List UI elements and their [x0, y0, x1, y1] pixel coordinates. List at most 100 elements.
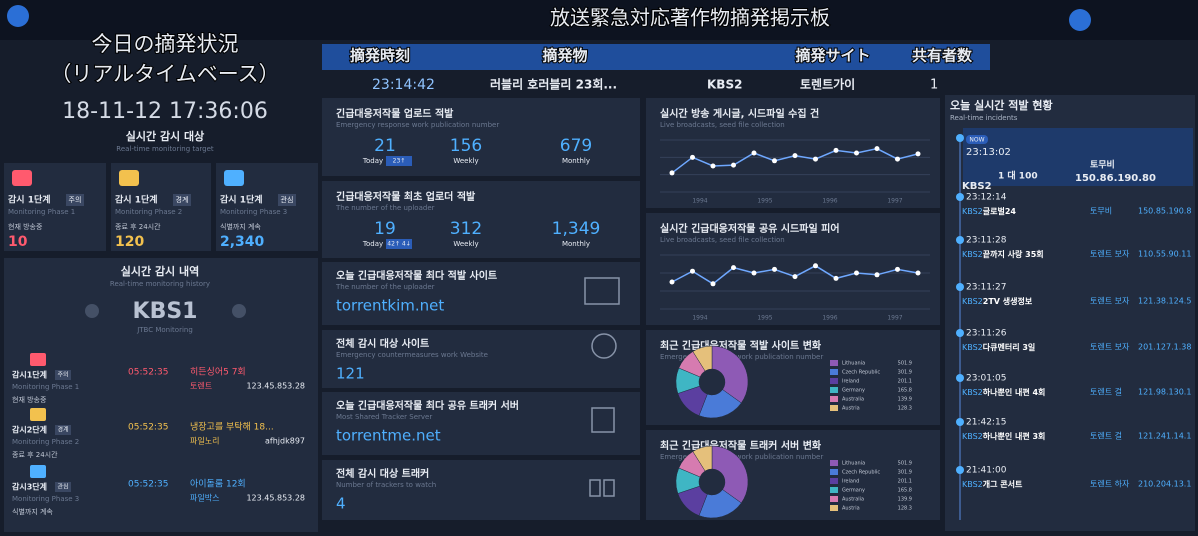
legend-label: Germany: [842, 488, 865, 494]
point: [772, 158, 777, 164]
incident-title: KBS2끝까지 사랑 35회: [962, 249, 1044, 259]
ticker-column: 摘発時刻: [350, 46, 410, 64]
prev-button[interactable]: [85, 304, 99, 318]
title: 개그 콘서트: [983, 479, 1023, 489]
chart-subtitle: Emergency response work publication numb…: [660, 353, 823, 361]
stat-value: 1,349: [552, 219, 601, 239]
point: [669, 170, 675, 176]
chart-title: 최근 긴급대응저작물 적발 사이트 변화: [660, 339, 822, 352]
stat-value: 21: [374, 136, 396, 156]
label: 23:12:14: [966, 193, 1007, 203]
legend-label: Germany: [842, 388, 865, 394]
legend-value: 165.8: [898, 488, 912, 494]
label: 파일박스: [190, 493, 219, 503]
ticker-column: 摘発サイト: [795, 46, 870, 64]
label: Emergency response work publication numb…: [336, 121, 499, 129]
badge: 주의: [69, 195, 82, 204]
timeline-dot: [956, 283, 964, 291]
legend-value: 139.9: [898, 397, 912, 403]
legend-label: Czech Republic: [842, 370, 880, 376]
ticker-time: 23:14:42: [372, 77, 435, 93]
legend-value: 139.9: [898, 497, 912, 503]
incident-title: KBS2글로벌24: [962, 206, 1016, 216]
label: 23:11:27: [966, 283, 1006, 293]
alert-icon: [30, 465, 46, 478]
overlay-subtitle: （リアルタイムベース）: [50, 62, 279, 86]
label: 210.204.13.1: [1138, 480, 1191, 489]
title: 하나뿐인 내편 3회: [983, 431, 1046, 441]
label: 토렌트 보자: [1090, 249, 1130, 259]
label: 110.55.90.11: [1138, 250, 1191, 259]
label: 현재 방송중: [12, 395, 47, 404]
title: 끝까지 사랑 35회: [983, 249, 1044, 259]
logo: [7, 5, 29, 27]
label: Monitoring Phase 3: [220, 208, 287, 216]
title: 2TV 생생정보: [983, 296, 1033, 306]
chart-title: 실시간 방송 게시글, 시드파일 수집 건: [660, 107, 819, 120]
badge: 42↑ 4↓: [387, 241, 410, 248]
badge: 경계: [176, 195, 189, 204]
label: 종료 후 24시간: [115, 222, 161, 231]
label: The number of the uploader: [335, 283, 435, 291]
label: afhjdk897: [265, 437, 305, 446]
x-tick-label: 1994: [692, 198, 707, 205]
point: [874, 272, 880, 278]
point: [751, 270, 757, 276]
legend-value: 501.9: [898, 461, 912, 467]
legend-value: 301.9: [898, 370, 912, 376]
legend-value: 301.9: [898, 470, 912, 476]
pie-slice: [692, 445, 713, 472]
ticker-site: 토렌트가이: [800, 77, 855, 92]
label: 05:52:35: [128, 480, 168, 490]
label: 121.38.124.5: [1138, 297, 1191, 306]
timeline-dot: [956, 134, 964, 142]
timeline-dot: [956, 193, 964, 201]
stat-label: Today: [362, 240, 383, 248]
legend-value: 128.3: [898, 506, 912, 512]
incident-title: KBS22TV 생생정보: [962, 296, 1033, 306]
legend-label: Ireland: [842, 479, 859, 485]
ticker-sharers: 1: [930, 78, 938, 93]
legend-label: Austria: [842, 406, 860, 412]
point: [854, 150, 859, 156]
title: 하나뿐인 내편 4회: [983, 387, 1046, 397]
panel: [646, 98, 940, 208]
label: 123.45.853.28: [246, 494, 305, 503]
legend-label: Australia: [842, 497, 864, 503]
overlay-title: 今日の摘発状況: [92, 32, 239, 56]
label: 123.45.853.28: [246, 382, 305, 391]
timeline-dot: [956, 236, 964, 244]
x-tick-label: 1995: [757, 198, 772, 205]
label: 오늘 긴급대응저작물 최다 적발 사이트: [336, 269, 497, 282]
panel: [322, 460, 640, 520]
channel: KBS2: [962, 432, 983, 441]
label: 감시3단계: [12, 482, 47, 492]
stat-value: 19: [374, 219, 396, 239]
ticker-item: 러블리 호러블리 23회...: [490, 77, 617, 92]
label: 감시2단계: [12, 425, 47, 435]
section-subtitle: Real-time monitoring history: [110, 280, 210, 288]
legend-label: Australia: [842, 397, 864, 403]
x-tick-label: 1997: [887, 315, 902, 322]
badge: 관심: [281, 195, 294, 204]
label: 21:42:15: [966, 418, 1006, 428]
site-value: 121: [336, 365, 365, 383]
next-button[interactable]: [232, 304, 246, 318]
label: 파일노리: [190, 437, 219, 446]
timeline-dot: [956, 418, 964, 426]
legend-swatch: [830, 496, 838, 502]
panel: [322, 330, 640, 388]
label: Monitoring Phase 1: [8, 208, 75, 216]
legend-swatch: [830, 460, 838, 466]
label: 식별까지 계속: [220, 222, 261, 231]
header-band: [0, 0, 1198, 40]
label: Monitoring Phase 1: [12, 383, 79, 391]
stat-value: 312: [450, 219, 482, 239]
timeline-dot: [956, 374, 964, 382]
legend-swatch: [830, 369, 838, 375]
badge-bg: [55, 370, 71, 380]
label: 토렌트 하자: [1090, 479, 1130, 489]
point: [731, 162, 736, 168]
point: [833, 275, 839, 281]
badge-bg: [386, 156, 412, 166]
